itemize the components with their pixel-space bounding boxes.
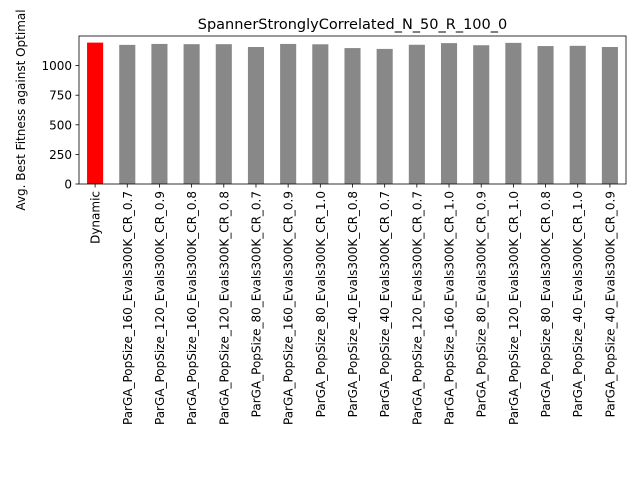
x-tick-label-3: ParGA_PopSize_160_Evals300K_CR_0.8 <box>185 191 199 425</box>
y-tick-label-2: 500 <box>49 118 72 132</box>
plot-frame <box>78 35 627 185</box>
bar-12 <box>473 45 490 184</box>
bar-5 <box>247 47 265 184</box>
chart-title: SpannerStronglyCorrelated_N_50_R_100_0 <box>198 17 507 33</box>
x-tick-label-14: ParGA_PopSize_80_Evals300K_CR_0.8 <box>539 191 553 417</box>
x-tick-label-13: ParGA_PopSize_120_Evals300K_CR_1.0 <box>507 191 521 425</box>
y-tick-label-0: 0 <box>64 178 72 192</box>
x-tick-label-9: ParGA_PopSize_40_Evals300K_CR_0.7 <box>378 191 392 417</box>
bar-1 <box>119 44 136 184</box>
x-tick-label-6: ParGA_PopSize_160_Evals300K_CR_0.9 <box>282 191 296 425</box>
bar-7 <box>312 44 329 185</box>
x-tick-label-5: ParGA_PopSize_80_Evals300K_CR_0.7 <box>249 191 263 417</box>
x-tick-label-7: ParGA_PopSize_80_Evals300K_CR_1.0 <box>314 191 328 417</box>
y-tick-label-1: 250 <box>49 148 72 162</box>
bar-8 <box>344 48 361 185</box>
bar-2 <box>151 43 168 184</box>
bar-9 <box>376 48 393 184</box>
bar-6 <box>280 43 297 184</box>
y-tick-label-3: 750 <box>49 89 72 103</box>
y-axis-label: Avg. Best Fitness against Optimal <box>14 9 28 210</box>
bar-16 <box>601 47 618 184</box>
x-tick-label-1: ParGA_PopSize_160_Evals300K_CR_0.7 <box>121 191 135 425</box>
x-tick-label-10: ParGA_PopSize_120_Evals300K_CR_0.7 <box>410 191 424 425</box>
x-tick-label-2: ParGA_PopSize_120_Evals300K_CR_0.9 <box>153 191 167 425</box>
y-tick-label-4: 1000 <box>41 59 72 73</box>
x-tick-label-12: ParGA_PopSize_80_Evals300K_CR_0.9 <box>475 191 489 417</box>
bar-3 <box>183 44 200 184</box>
bar-14 <box>537 46 554 185</box>
bars-group <box>87 42 618 185</box>
y-axis: 0 250 500 750 1000 <box>41 59 79 192</box>
x-tick-label-4: ParGA_PopSize_120_Evals300K_CR_0.8 <box>217 191 231 425</box>
x-tick-label-8: ParGA_PopSize_40_Evals300K_CR_0.8 <box>346 191 360 417</box>
x-tick-label-16: ParGA_PopSize_40_Evals300K_CR_0.9 <box>603 191 617 417</box>
x-tick-label-11: ParGA_PopSize_160_Evals300K_CR_1.0 <box>443 191 457 425</box>
x-tick-label-0: Dynamic <box>89 191 103 244</box>
bar-10 <box>408 44 425 185</box>
bar-4 <box>215 44 232 184</box>
x-tick-label-15: ParGA_PopSize_40_Evals300K_CR_1.0 <box>571 191 585 417</box>
bar-13 <box>505 42 522 184</box>
bar-11 <box>440 43 458 184</box>
bar-0 <box>87 42 104 184</box>
bar-15 <box>569 45 586 184</box>
x-axis: Dynamic ParGA_PopSize_160_Evals300K_CR_0.… <box>89 184 617 425</box>
